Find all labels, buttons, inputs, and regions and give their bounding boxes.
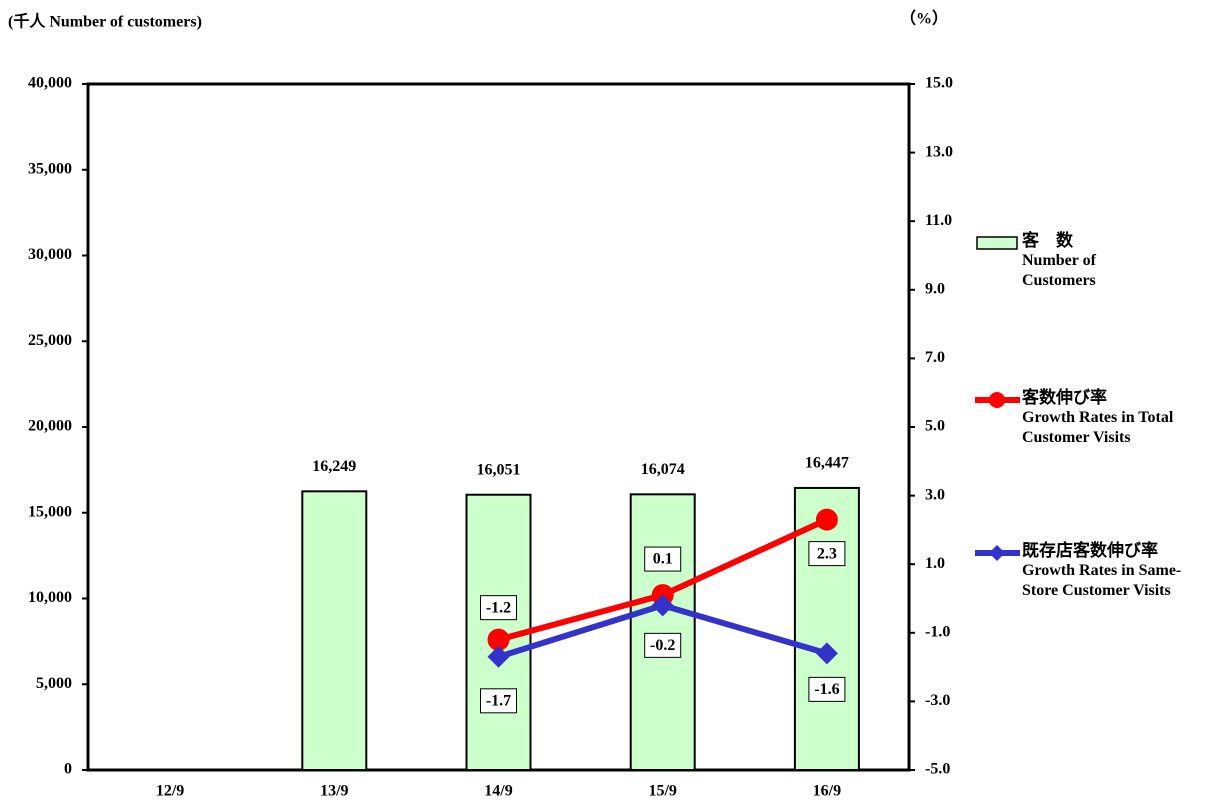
y2-tick-label: 5.0 [925,418,945,435]
bar [629,493,696,771]
y2-tick-label: 11.0 [925,212,952,229]
point [487,628,510,651]
y-tick-label: 5,000 [36,675,72,692]
y2-tick-label: -1.0 [925,623,950,640]
y2-tick-label: -5.0 [925,761,950,778]
legend-entry: 既存店客数伸び率 Growth Rates in Same-Store Custo… [1022,541,1192,601]
y-tick-label: 0 [64,761,72,778]
y-tick-label: 10,000 [28,589,72,606]
point-value-label: 0.1 [653,551,673,568]
label-box [480,595,517,621]
y-tick-label: 15,000 [28,503,72,520]
y2-tick-label: 1.0 [925,555,945,572]
point-value-label: -1.7 [486,692,511,709]
point-value-label: -1.2 [486,599,511,616]
legend-label-en: Growth Rates in Same-Store Customer Visi… [1022,562,1182,599]
x-tick-label: 12/9 [156,783,184,800]
label-box [808,541,846,567]
y-axis-title: (千人 Number of customers) [8,13,202,31]
bar-value-label: 16,051 [477,461,521,478]
bar [793,486,860,771]
point [487,645,510,668]
y-tick-label: 20,000 [28,418,72,435]
point-value-label: -0.2 [650,637,675,654]
x-tick-label: 13/9 [320,783,348,800]
legend-label: 客 数 [1022,231,1073,251]
legend-swatch [976,236,1018,250]
legend-marker [989,392,1005,408]
legend-entry: 客 数 Number of Customers [1022,231,1192,291]
label-box [644,546,682,572]
y2-tick-label: 15.0 [925,75,953,92]
legend-entry: 客数伸び率 Growth Rates in Total Customer Visi… [1022,388,1192,448]
legend-label-en: Number of Customers [1022,252,1096,289]
legend-label: 既存店客数伸び率 [1022,541,1158,561]
y2-tick-label: 3.0 [925,486,945,503]
y2-tick-label: 13.0 [925,143,953,160]
label-box [644,632,682,658]
y2-tick-label: 7.0 [925,349,945,366]
y2-axis-title: （%） [900,10,948,28]
legend-label-en: Growth Rates in Total Customer Visits [1022,409,1174,446]
point-value-label: -1.6 [814,681,839,698]
y-tick-label: 35,000 [28,160,72,177]
x-tick-label: 16/9 [813,783,841,800]
y2-tick-label: 9.0 [925,280,945,297]
y2-tick-label: -3.0 [925,692,950,709]
legend-marker [989,545,1005,561]
bar [301,490,368,771]
y-tick-label: 30,000 [28,246,72,263]
y-tick-label: 25,000 [28,332,72,349]
x-tick-label: 15/9 [648,783,676,800]
y-tick-label: 40,000 [28,75,72,92]
bar-value-label: 16,074 [641,461,685,478]
point-value-label: 2.3 [817,545,837,562]
point [815,508,838,531]
x-tick-label: 14/9 [484,783,512,800]
bar-value-label: 16,249 [312,458,356,475]
label-box [808,676,846,702]
point [815,642,838,665]
point [651,594,674,617]
legend-label: 客数伸び率 [1022,388,1107,408]
label-box [480,688,517,714]
bar-value-label: 16,447 [805,455,849,472]
